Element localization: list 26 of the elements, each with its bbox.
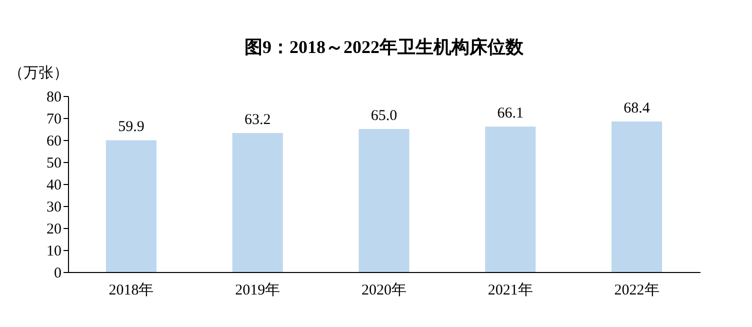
y-tick-label: 40 bbox=[46, 178, 62, 194]
chart-title: 图9：2018～2022年卫生机构床位数 bbox=[244, 37, 524, 57]
y-axis-title: （万张） bbox=[8, 64, 68, 82]
bar bbox=[612, 122, 662, 272]
bar bbox=[358, 129, 410, 272]
bar bbox=[106, 140, 156, 272]
x-tick-label: 2019年 bbox=[235, 282, 280, 298]
data-label: 66.1 bbox=[497, 106, 524, 122]
x-tick-label: 2018年 bbox=[108, 282, 154, 298]
y-tick-label: 70 bbox=[46, 112, 62, 128]
y-tick-label: 50 bbox=[46, 156, 62, 172]
x-tick-label: 2021年 bbox=[488, 282, 533, 298]
y-tick-label: 80 bbox=[46, 90, 62, 106]
bar bbox=[485, 126, 536, 272]
x-tick-label: 2022年 bbox=[614, 282, 660, 298]
data-label: 65.0 bbox=[370, 108, 398, 124]
y-tick-label: 60 bbox=[46, 134, 62, 150]
y-tick-label: 30 bbox=[46, 200, 62, 216]
x-tick-label: 2020年 bbox=[362, 282, 406, 298]
bar bbox=[232, 132, 283, 272]
data-label: 68.4 bbox=[624, 100, 650, 117]
y-tick-label: 0 bbox=[54, 266, 62, 282]
data-label: 59.9 bbox=[118, 119, 144, 136]
y-tick-label: 20 bbox=[46, 222, 62, 238]
data-label: 63.2 bbox=[244, 112, 271, 128]
y-tick-label: 10 bbox=[46, 244, 62, 260]
